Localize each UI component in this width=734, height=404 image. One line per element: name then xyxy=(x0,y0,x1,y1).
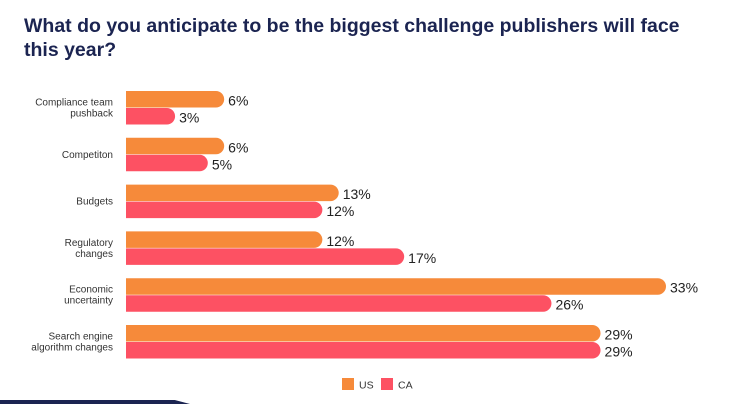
legend-label: CA xyxy=(398,380,413,392)
data-label: 6% xyxy=(228,139,248,155)
bar-ca xyxy=(126,295,552,312)
data-label: 33% xyxy=(670,280,698,296)
data-label: 12% xyxy=(326,203,354,219)
bar-ca xyxy=(126,342,601,359)
footer-stripe xyxy=(0,400,190,404)
data-label: 12% xyxy=(326,233,354,249)
bar-us xyxy=(126,184,339,202)
legend-swatch-ca xyxy=(381,378,393,390)
category-label: pushback xyxy=(70,109,114,120)
category-label: Economic xyxy=(69,285,113,296)
data-label: 6% xyxy=(228,93,248,109)
data-label: 5% xyxy=(212,156,232,172)
data-label: 13% xyxy=(343,186,371,202)
bar-ca xyxy=(126,108,176,125)
category-label: Compliance team xyxy=(35,98,113,109)
data-label: 26% xyxy=(555,297,583,313)
bar-us xyxy=(126,91,225,108)
bar-us xyxy=(126,137,225,155)
category-label: Competiton xyxy=(62,150,113,161)
category-label: uncertainty xyxy=(64,296,113,307)
data-label: 3% xyxy=(179,110,199,126)
category-label: Search engine xyxy=(49,332,114,343)
category-label: algorithm changes xyxy=(31,343,113,354)
data-label: 29% xyxy=(605,344,633,360)
data-label: 29% xyxy=(605,327,633,343)
category-label: changes xyxy=(75,249,113,260)
legend-label: US xyxy=(359,380,374,392)
data-label: 17% xyxy=(408,250,436,266)
bar-ca xyxy=(126,201,323,219)
category-label: Budgets xyxy=(76,197,113,208)
chart-title: What do you anticipate to be the biggest… xyxy=(24,15,680,61)
category-label: Regulatory xyxy=(65,238,113,249)
bar-ca xyxy=(126,154,208,172)
legend-swatch-us xyxy=(342,378,354,390)
bar-ca xyxy=(126,248,405,265)
bar-us xyxy=(126,278,666,295)
bar-us xyxy=(126,231,323,248)
bar-us xyxy=(126,325,601,342)
